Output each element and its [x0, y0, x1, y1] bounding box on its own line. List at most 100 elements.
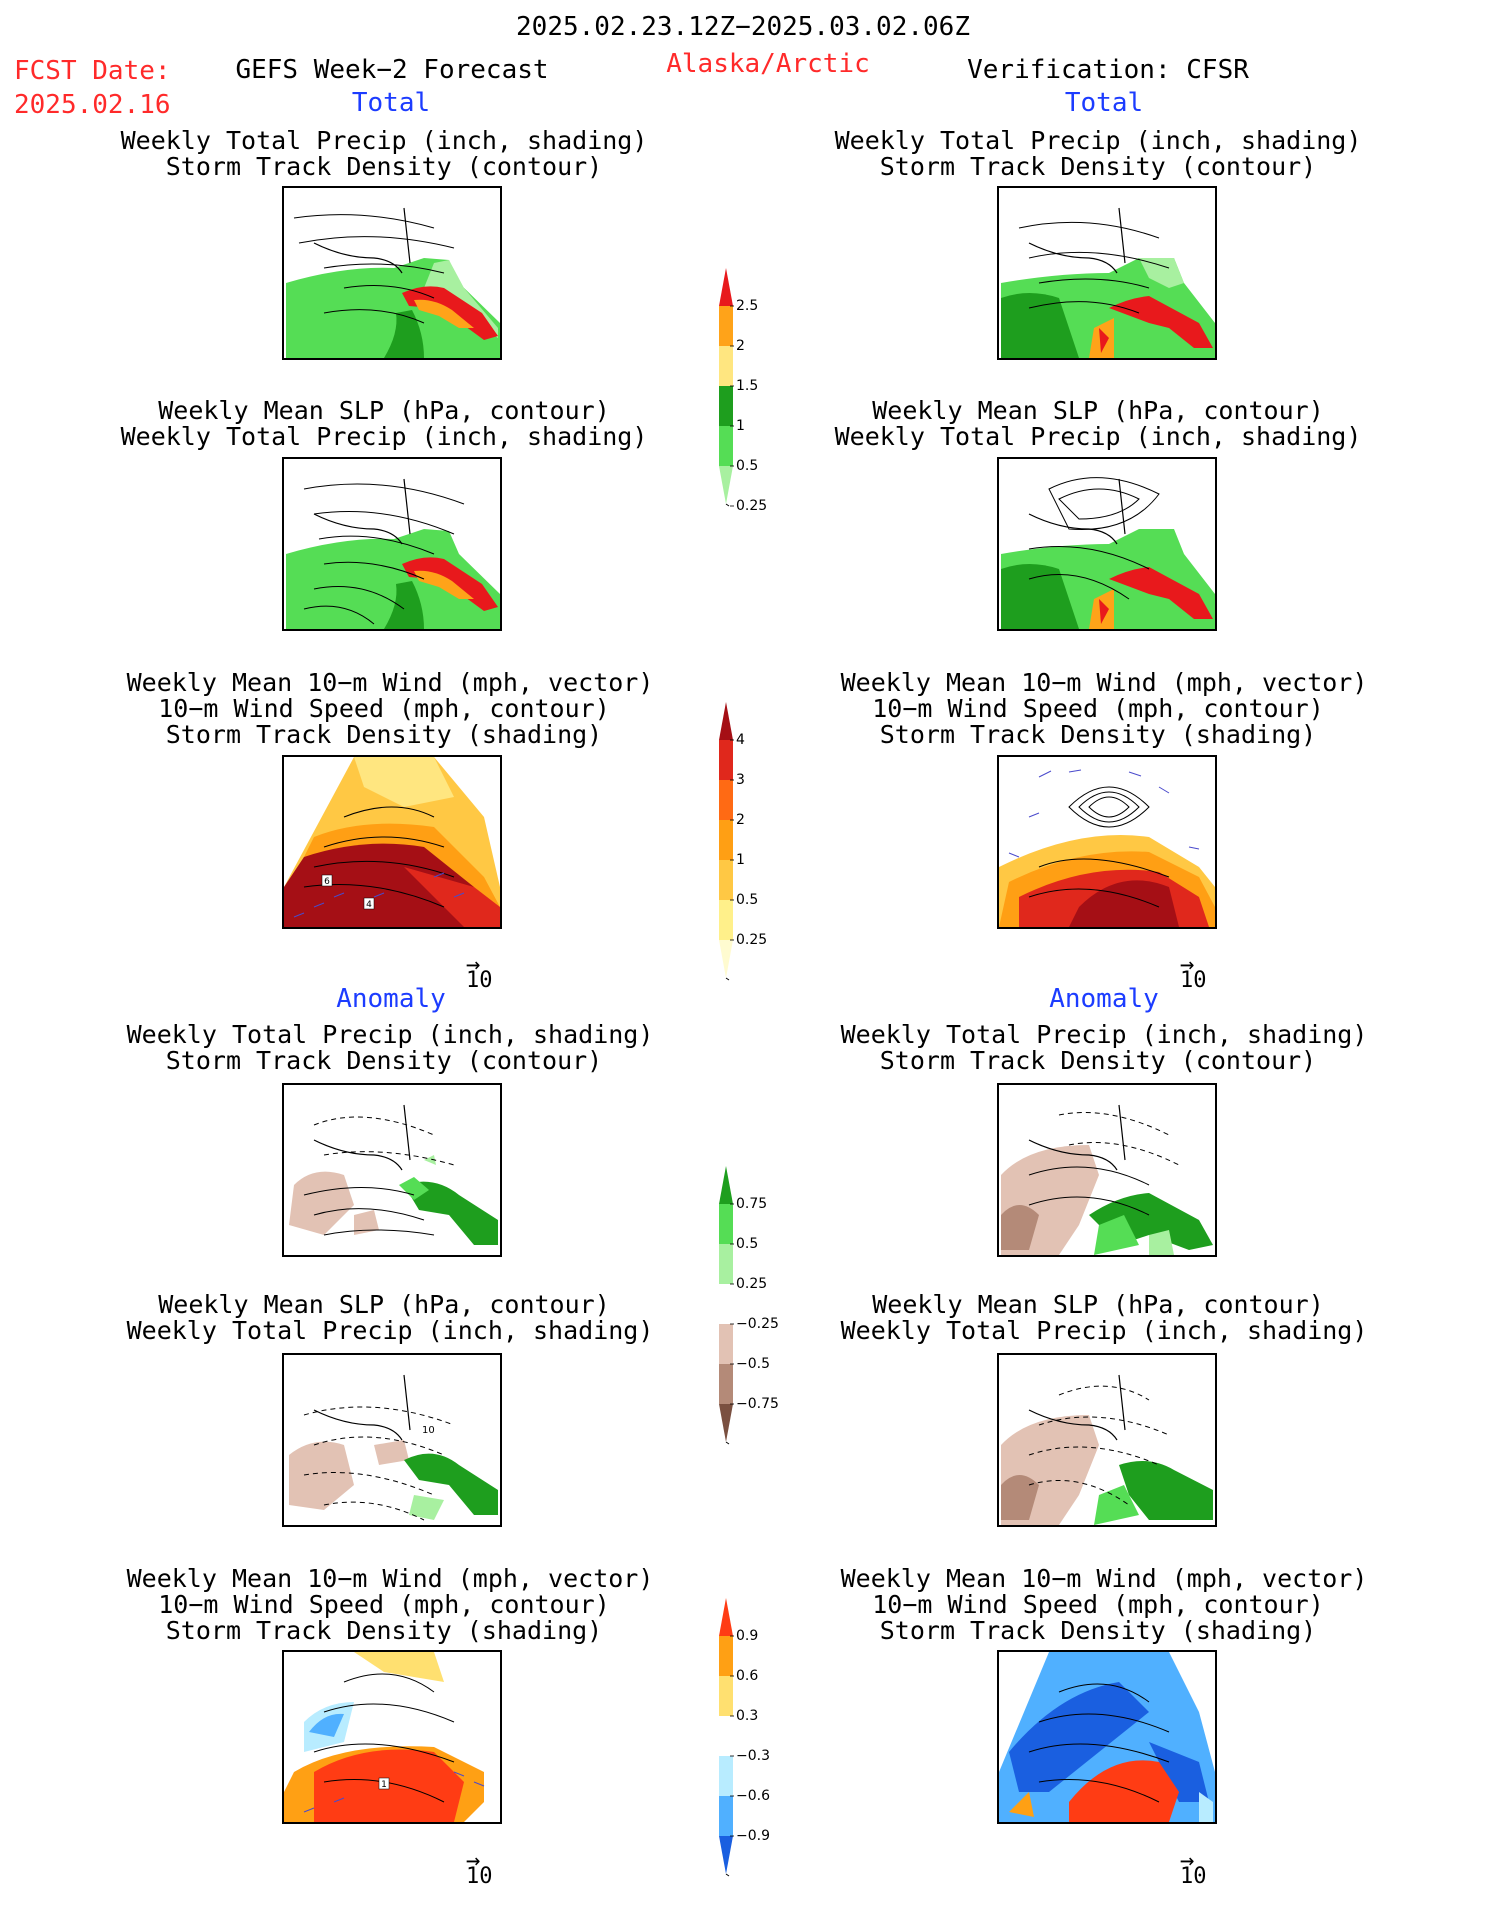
panel-title-line: 10−m Wind Speed (mph, contour)	[872, 1590, 1324, 1619]
colorbar-segment	[719, 1598, 733, 1636]
panel-title-line: Storm Track Density (contour)	[165, 152, 603, 181]
colorbar-segment	[719, 1364, 733, 1404]
right-column-title: Verification: CFSR	[967, 55, 1249, 85]
colorbar-label: −0.25	[736, 1316, 779, 1332]
section-total-right: Total	[1064, 88, 1144, 118]
colorbar-label: 3	[736, 772, 745, 788]
section-anomaly-right: Anomaly	[1049, 984, 1159, 1014]
colorbar-label: 1	[736, 418, 745, 434]
vector-reference-label: 10	[1180, 1864, 1207, 1889]
colorbar-segment	[719, 900, 733, 940]
vector-reference-arrow-icon: →	[466, 1846, 481, 1874]
colorbar-segment	[719, 1324, 733, 1364]
colorbar-label: 0.5	[736, 458, 759, 474]
panel-title-line: Weekly Total Precip (inch, shading)	[126, 1316, 654, 1345]
map-total-precip-track-verification	[997, 186, 1217, 360]
colorbar-label: 0.5	[736, 1236, 759, 1252]
colorbar-label: 0.5	[736, 892, 759, 908]
panel-title-line: Weekly Total Precip (inch, shading)	[840, 1316, 1368, 1345]
map-anom-slp-precip-forecast: 10	[282, 1353, 502, 1527]
colorbar-segment	[719, 740, 733, 780]
vector-reference-arrow-icon: →	[1180, 1846, 1195, 1874]
vector-reference-arrow-icon: →	[1180, 950, 1195, 978]
map-anom-wind-track-verification	[997, 1650, 1217, 1824]
colorbar-segment	[719, 466, 733, 504]
colorbar-segment	[719, 1244, 733, 1284]
panel-title-line: Weekly Total Precip (inch, shading)	[126, 1020, 654, 1049]
panel-title-line: Weekly Total Precip (inch, shading)	[120, 126, 648, 155]
colorbar-segment	[719, 1166, 733, 1204]
colorbar-segment	[719, 1836, 733, 1874]
panel-title-line: 10−m Wind Speed (mph, contour)	[872, 694, 1324, 723]
map-anom-precip-track-forecast	[282, 1083, 502, 1257]
section-anomaly-left: Anomaly	[336, 984, 446, 1014]
fcst-date-value: 2025.02.16	[14, 90, 171, 120]
map-anom-wind-track-forecast: 1	[282, 1650, 502, 1824]
map-total-wind-track-forecast: 6 4	[282, 755, 502, 929]
colorbar-label: 0.3	[736, 1708, 759, 1724]
panel-title-line: Storm Track Density (contour)	[879, 1046, 1317, 1075]
panel-title-line: Weekly Mean SLP (hPa, contour)	[872, 1290, 1324, 1319]
colorbar-segment	[719, 346, 733, 386]
map-total-wind-track-verification	[997, 755, 1217, 929]
panel-title-line: Storm Track Density (shading)	[165, 720, 603, 749]
map-total-slp-precip-forecast	[282, 457, 502, 631]
colorbar-segment	[719, 820, 733, 860]
panel-title-line: 10−m Wind Speed (mph, contour)	[158, 694, 610, 723]
colorbar-segment	[719, 306, 733, 346]
colorbar-segment	[719, 1284, 733, 1324]
panel-title-line: Storm Track Density (shading)	[165, 1616, 603, 1645]
panel-title-line: Storm Track Density (shading)	[879, 720, 1317, 749]
colorbar-segment	[719, 780, 733, 820]
colorbar-segment	[719, 940, 733, 978]
map-anom-slp-precip-verification	[997, 1353, 1217, 1527]
vector-reference-label: 10	[466, 1864, 493, 1889]
colorbar-segment	[719, 426, 733, 466]
colorbar-label: 1	[736, 852, 745, 868]
colorbar-label: 0.25	[736, 498, 768, 514]
panel-title-line: Weekly Mean 10−m Wind (mph, vector)	[126, 668, 654, 697]
left-column-title: GEFS Week−2 Forecast	[235, 55, 549, 85]
track-density-label: 1	[381, 1780, 387, 1790]
colorbar-segment	[719, 386, 733, 426]
panel-title-line: Weekly Mean SLP (hPa, contour)	[872, 396, 1324, 425]
panel-title-line: Weekly Mean SLP (hPa, contour)	[158, 1290, 610, 1319]
colorbar-label: 0.25	[736, 1276, 768, 1292]
colorbar-segment	[719, 268, 733, 306]
colorbar-label: 0.25	[736, 932, 768, 948]
colorbar-segment	[719, 1404, 733, 1442]
slp-contour-label: 10	[422, 1425, 435, 1436]
map-total-precip-track-forecast	[282, 186, 502, 360]
colorbar-label: 0.75	[736, 1196, 768, 1212]
panel-title-line: Weekly Mean 10−m Wind (mph, vector)	[840, 668, 1368, 697]
colorbar-label: 1.5	[736, 378, 759, 394]
colorbar-label: −0.5	[736, 1356, 770, 1372]
map-anom-precip-track-verification	[997, 1083, 1217, 1257]
colorbar-label: 2.5	[736, 298, 759, 314]
fcst-date-label: FCST Date:	[14, 56, 171, 86]
map-total-slp-precip-verification	[997, 457, 1217, 631]
colorbar-label: −0.75	[736, 1396, 779, 1412]
track-density-label: 4	[366, 900, 372, 910]
panel-title-line: Weekly Mean SLP (hPa, contour)	[158, 396, 610, 425]
panel-title-line: Weekly Total Precip (inch, shading)	[834, 422, 1362, 451]
vector-reference-label: 10	[1180, 968, 1207, 993]
colorbar-segment	[719, 860, 733, 900]
vector-reference-arrow-icon: →	[466, 950, 481, 978]
forecast-period: 2025.02.23.12Z−2025.03.02.06Z	[516, 12, 970, 42]
panel-title-line: Weekly Mean 10−m Wind (mph, vector)	[840, 1564, 1368, 1593]
colorbar-segment	[719, 1796, 733, 1836]
colorbar-label: 0.9	[736, 1628, 759, 1644]
vector-reference-label: 10	[466, 968, 493, 993]
colorbar-label: −0.6	[736, 1788, 770, 1804]
colorbar-label: 0.6	[736, 1668, 759, 1684]
section-total-left: Total	[351, 88, 431, 118]
colorbar-label: −0.9	[736, 1828, 770, 1844]
colorbar-label: 4	[736, 732, 745, 748]
colorbar-label: 2	[736, 338, 745, 354]
panel-title-line: Weekly Total Precip (inch, shading)	[120, 422, 648, 451]
colorbar-label: −0.3	[736, 1748, 770, 1764]
panel-title-line: Storm Track Density (shading)	[879, 1616, 1317, 1645]
panel-title-line: Storm Track Density (contour)	[879, 152, 1317, 181]
panel-title-line: Storm Track Density (contour)	[165, 1046, 603, 1075]
